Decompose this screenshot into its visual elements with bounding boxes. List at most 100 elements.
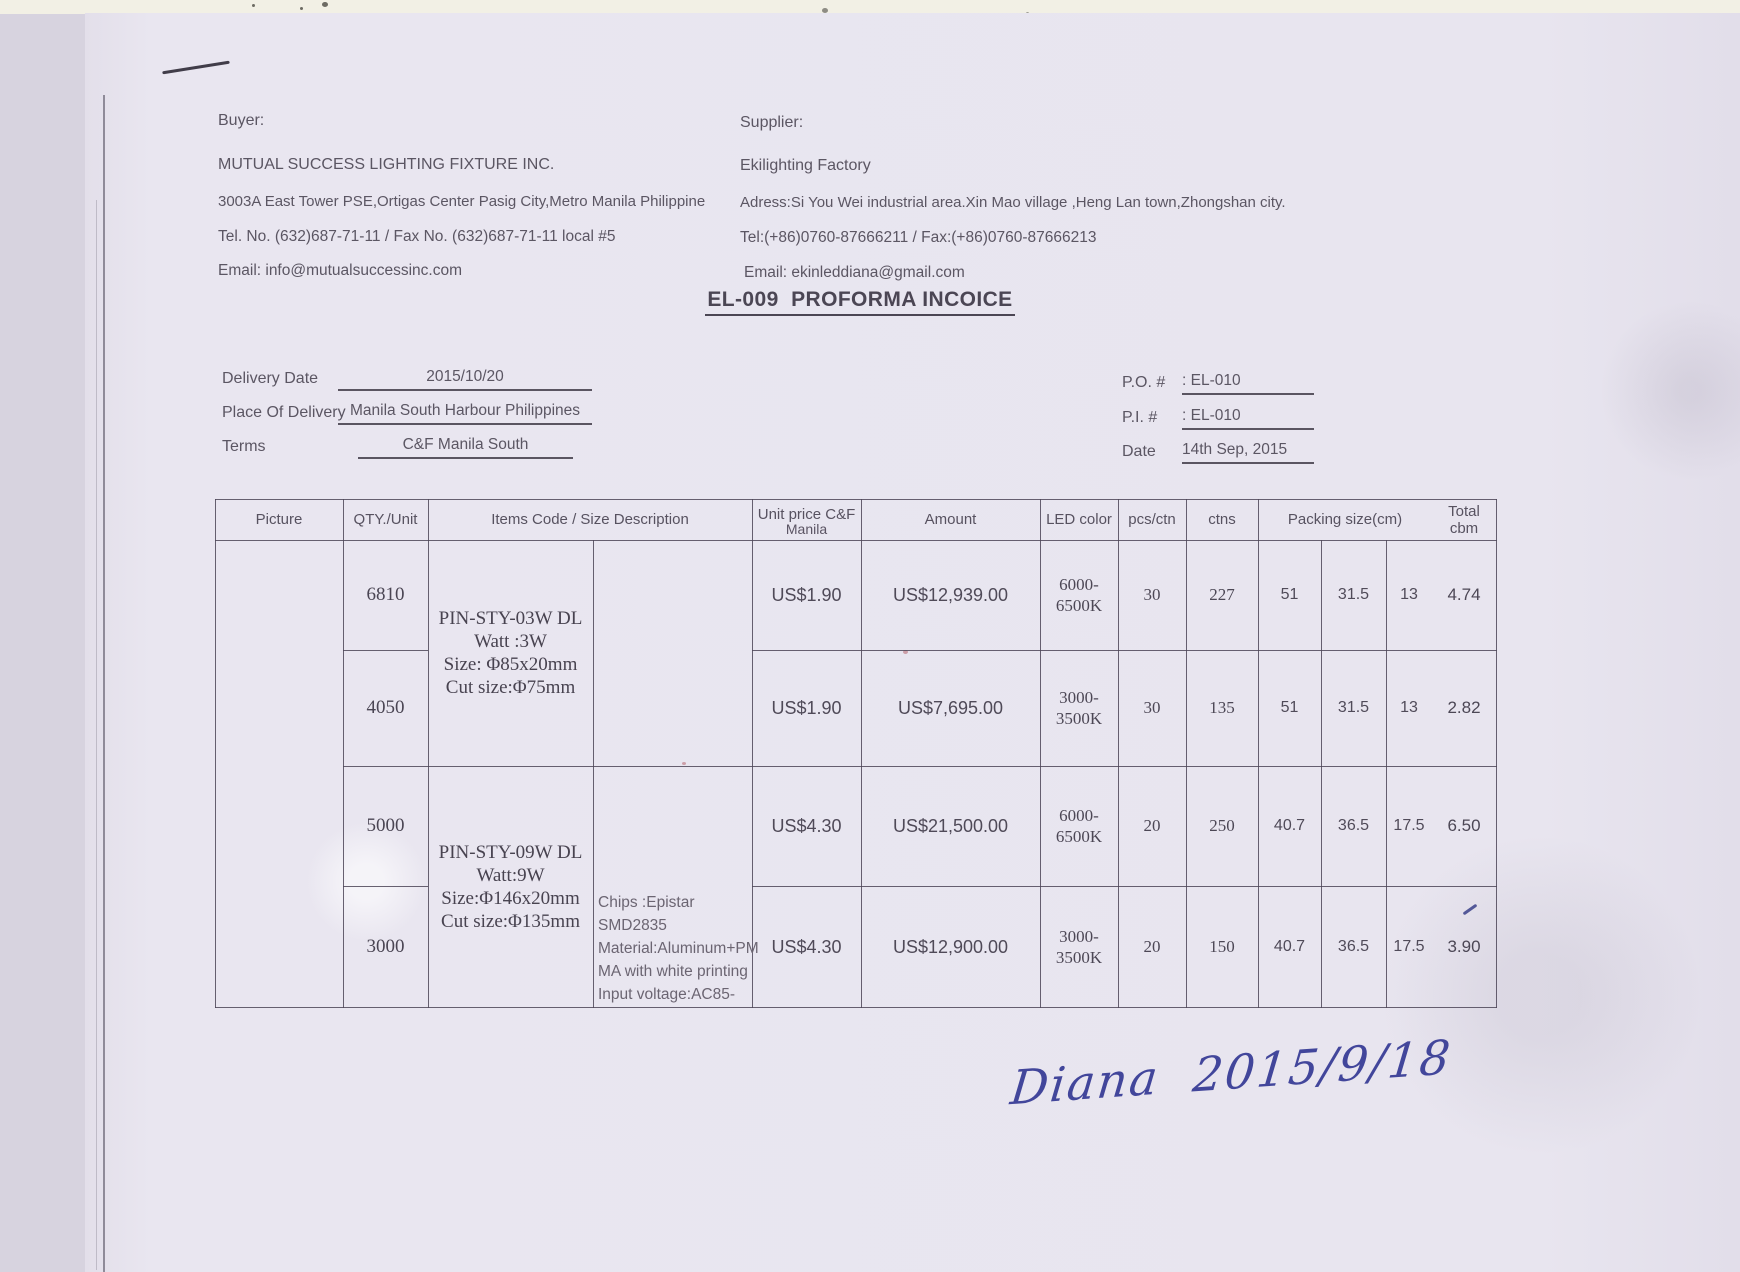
paper-fold-shadow	[96, 200, 97, 1270]
supplier-address: Adress:Si You Wei industrial area.Xin Ma…	[740, 194, 1286, 211]
terms-value: C&F Manila South	[358, 436, 573, 459]
cell-led-row3: 6000- 6500K	[1040, 766, 1118, 886]
led-line: 3500K	[1055, 948, 1103, 967]
cell-led-row2: 3000- 3500K	[1040, 650, 1118, 766]
cell-pack2-row2: 31.5	[1337, 699, 1370, 716]
item-code-line: Cut size:Φ75mm	[445, 677, 576, 698]
item-code-line: Size:Φ146x20mm	[441, 888, 580, 909]
cell-pack3-row3: 17.5	[1393, 817, 1425, 834]
cell-pack3-row4: 17.5	[1393, 938, 1425, 955]
cell-cbm-row1: 4.74	[1447, 585, 1481, 604]
cell-pcs-row2: 30	[1143, 698, 1161, 717]
place-of-delivery-value: Manila South Harbour Philippines	[338, 402, 592, 425]
document-title-wrap: EL-009 PROFORMA INCOICE	[560, 288, 1160, 316]
common-description-line: MA with white printing	[598, 963, 748, 980]
cell-pcs-row3: 20	[1143, 816, 1161, 835]
date-label: Date	[1122, 443, 1156, 460]
red-speck	[682, 762, 686, 765]
header-packing-size: Packing size(cm)	[1287, 511, 1403, 528]
paper-sheet	[85, 13, 1740, 1272]
cell-amount-row4: US$12,900.00	[892, 936, 1009, 957]
paper-fold-line	[103, 95, 105, 1272]
cell-amount-row2: US$7,695.00	[897, 697, 1004, 718]
cell-item-code-group1: PIN-STY-03W DL Watt :3W Size: Φ85x20mm C…	[428, 540, 593, 766]
buyer-phone: Tel. No. (632)687-71-11 / Fax No. (632)6…	[218, 228, 616, 245]
buyer-address: 3003A East Tower PSE,Ortigas Center Pasi…	[218, 193, 706, 210]
cell-price-row4: US$4.30	[771, 936, 842, 957]
item-code-line: Size: Φ85x20mm	[443, 654, 578, 675]
scanner-edge-strip	[0, 0, 1740, 14]
supplier-email: Email: ekinleddiana@gmail.com	[744, 264, 965, 281]
cell-ctns-row3: 250	[1209, 816, 1235, 835]
cell-price-row2: US$1.90	[771, 697, 842, 718]
item-code-line: PIN-STY-09W DL	[438, 842, 583, 863]
header-amount: Amount	[924, 511, 977, 528]
led-line: 6500K	[1055, 596, 1103, 615]
place-of-delivery-label: Place Of Delivery	[222, 404, 346, 421]
cell-pack1-row3: 40.7	[1273, 817, 1306, 834]
common-description-line: Input voltage:AC85-	[598, 986, 736, 1003]
pi-number-label: P.I. #	[1122, 409, 1158, 426]
po-number-label: P.O. #	[1122, 374, 1166, 391]
cell-amount-row3: US$21,500.00	[892, 815, 1009, 836]
item-code-line: Watt :3W	[474, 631, 547, 652]
led-line: 3500K	[1055, 709, 1103, 728]
led-line: 6000-	[1059, 806, 1099, 825]
cell-ctns-row4: 150	[1209, 937, 1235, 956]
cell-item-code-group2: PIN-STY-09W DL Watt:9W Size:Φ146x20mm Cu…	[428, 766, 593, 1008]
cell-qty-row3: 5000	[366, 815, 405, 836]
cell-cbm-row3: 6.50	[1447, 816, 1481, 835]
cell-pack2-row1: 31.5	[1337, 586, 1370, 603]
common-description-line: Chips :Epistar	[598, 894, 695, 911]
items-table: Picture QTY./Unit Items Code / Size Desc…	[215, 499, 1497, 1008]
cell-pack1-row2: 51	[1280, 699, 1299, 716]
cell-pack1-row4: 40.7	[1273, 938, 1306, 955]
cell-qty-row1: 6810	[366, 584, 405, 605]
led-line: 3000-	[1059, 927, 1099, 946]
cell-ctns-row1: 227	[1209, 585, 1235, 604]
cell-pack2-row3: 36.5	[1337, 817, 1370, 834]
header-ctns: ctns	[1208, 511, 1236, 528]
cell-led-row1: 6000- 6500K	[1040, 540, 1118, 650]
po-number-value: : EL-010	[1182, 372, 1314, 395]
cell-ctns-row2: 135	[1209, 698, 1235, 717]
document-title: EL-009 PROFORMA INCOICE	[705, 288, 1015, 316]
delivery-date-value: 2015/10/20	[338, 368, 592, 391]
common-description-line: SMD2835	[598, 917, 667, 934]
cell-cbm-row4: 3.90	[1447, 937, 1481, 956]
cell-cbm-row2: 2.82	[1447, 698, 1481, 717]
terms-label: Terms	[222, 438, 266, 455]
led-line: 6000-	[1059, 575, 1099, 594]
cell-pcs-row1: 30	[1143, 585, 1161, 604]
header-unit-price-line1: Unit price C&F	[757, 505, 856, 523]
cell-led-row4: 3000- 3500K	[1040, 886, 1118, 1008]
cell-pack3-row2: 13	[1400, 699, 1418, 716]
cell-pack2-row4: 36.5	[1337, 938, 1370, 955]
delivery-date-label: Delivery Date	[222, 370, 319, 387]
cell-price-row1: US$1.90	[771, 584, 842, 605]
led-line: 6500K	[1055, 827, 1103, 846]
cell-common-description: Chips :Epistar SMD2835 Material:Aluminum…	[598, 891, 759, 1006]
common-description-line: Material:Aluminum+PM	[598, 940, 759, 957]
cell-qty-row4: 3000	[366, 936, 405, 957]
buyer-label: Buyer:	[218, 112, 265, 129]
header-picture: Picture	[255, 511, 303, 528]
item-code-line: PIN-STY-03W DL	[438, 608, 583, 629]
cell-amount-row1: US$12,939.00	[892, 584, 1009, 605]
buyer-email: Email: info@mutualsuccessinc.com	[218, 262, 463, 279]
pi-number-value: : EL-010	[1182, 407, 1314, 430]
item-code-line: Watt:9W	[476, 865, 545, 886]
cell-pcs-row4: 20	[1143, 937, 1161, 956]
header-led-color: LED color	[1046, 511, 1112, 528]
cell-price-row3: US$4.30	[771, 815, 842, 836]
supplier-phone: Tel:(+86)0760-87666211 / Fax:(+86)0760-8…	[740, 229, 1097, 246]
header-qty-unit: QTY./Unit	[353, 511, 418, 528]
header-unit-price-line2-clipped: Manila	[785, 520, 828, 537]
cell-qty-row2: 4050	[366, 697, 405, 718]
led-line: 3000-	[1059, 688, 1099, 707]
cell-pack1-row1: 51	[1280, 586, 1299, 603]
header-total-cbm: Total cbm	[1448, 502, 1480, 537]
header-pcs-ctn: pcs/ctn	[1128, 511, 1176, 528]
supplier-label: Supplier:	[740, 114, 804, 131]
